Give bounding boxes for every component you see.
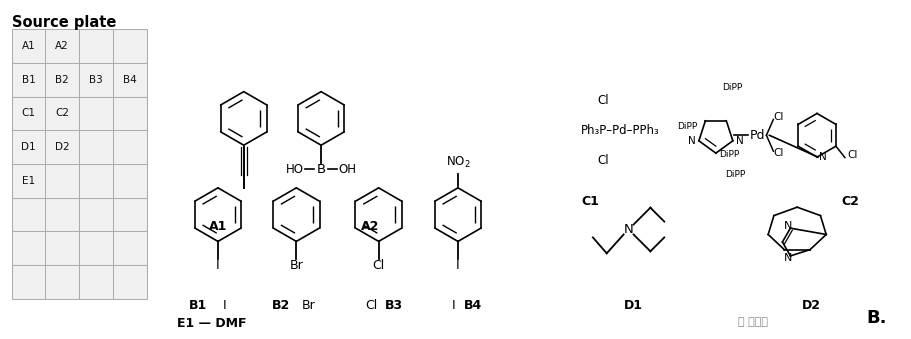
Text: D2: D2 [802,299,820,312]
Text: D2: D2 [55,142,69,152]
Text: B: B [316,162,325,176]
Bar [113,63,147,97]
Bar [46,130,79,164]
Text: DiPP: DiPP [718,150,738,159]
Text: I: I [216,259,220,272]
Text: A1: A1 [22,41,36,51]
Bar [12,232,46,265]
Text: Source plate: Source plate [12,15,116,30]
Text: E1 — DMF: E1 — DMF [177,317,247,330]
Bar [46,232,79,265]
Bar [79,29,113,63]
Text: C1: C1 [580,195,599,208]
Text: E1: E1 [22,176,35,186]
Bar [12,130,46,164]
Text: Cl: Cl [597,94,608,107]
Bar [79,130,113,164]
Text: Cl: Cl [372,259,384,272]
Text: Ph₃P–Pd–PPh₃: Ph₃P–Pd–PPh₃ [580,124,659,137]
Text: Br: Br [301,299,314,312]
Bar [79,63,113,97]
Text: N: N [623,223,633,236]
Text: B3: B3 [384,299,403,312]
Bar [113,29,147,63]
Text: DiPP: DiPP [676,122,696,132]
Text: N: N [688,136,695,146]
Bar [12,29,46,63]
Text: C2: C2 [56,108,69,118]
Text: N: N [783,253,792,263]
Bar [46,198,79,232]
Text: Pd: Pd [749,129,764,142]
Bar [79,198,113,232]
Text: D1: D1 [623,299,642,312]
Text: NO$_2$: NO$_2$ [445,155,470,170]
Bar [12,265,46,299]
Text: Cl: Cl [773,113,783,122]
Text: DiPP: DiPP [722,83,742,92]
Text: I: I [222,299,226,312]
Text: A2: A2 [361,220,379,233]
Text: B1: B1 [189,299,207,312]
Bar [12,97,46,130]
Text: C1: C1 [22,108,36,118]
Text: N: N [783,221,792,231]
Text: Cl: Cl [364,299,376,312]
Bar [12,63,46,97]
Text: B3: B3 [89,75,103,85]
Text: A2: A2 [56,41,69,51]
Text: Cl: Cl [773,148,783,158]
Bar [12,198,46,232]
Text: B.: B. [865,309,886,327]
Bar [46,265,79,299]
Text: DiPP: DiPP [725,171,745,179]
Text: B4: B4 [123,75,137,85]
Text: Br: Br [289,259,302,272]
Bar [113,130,147,164]
Bar [113,97,147,130]
Text: A1: A1 [209,220,227,233]
Bar [113,198,147,232]
Text: OH: OH [338,162,355,176]
Bar [12,164,46,198]
Text: N: N [818,152,826,162]
Text: 🔄 新智元: 🔄 新智元 [737,317,767,327]
Text: B1: B1 [22,75,36,85]
Text: I: I [456,259,459,272]
Text: HO: HO [286,162,304,176]
Bar [113,265,147,299]
Bar [46,97,79,130]
Text: Cl: Cl [597,154,608,166]
Text: B2: B2 [271,299,290,312]
Bar [46,164,79,198]
Text: Cl: Cl [846,149,856,160]
Text: C2: C2 [841,195,859,208]
Text: D1: D1 [21,142,36,152]
Bar [79,97,113,130]
Bar [113,232,147,265]
Text: B2: B2 [56,75,69,85]
Bar [113,164,147,198]
Bar [79,265,113,299]
Bar [79,164,113,198]
Text: I: I [452,299,456,312]
Text: B4: B4 [464,299,482,312]
Bar [46,63,79,97]
Text: N: N [735,136,742,146]
Bar [46,29,79,63]
Bar [79,232,113,265]
